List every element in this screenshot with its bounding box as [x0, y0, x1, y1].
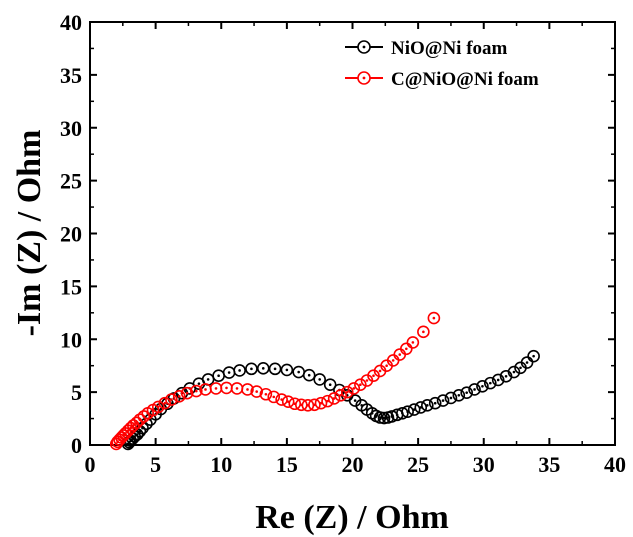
legend-item: NiO@Ni foam [345, 38, 508, 59]
data-point [259, 387, 273, 401]
y-tick-label: 15 [60, 274, 82, 299]
y-tick-label: 40 [60, 10, 82, 35]
data-point [151, 400, 165, 414]
y-tick-label: 30 [60, 116, 82, 141]
y-tick-label: 20 [60, 222, 82, 247]
y-tick-label: 25 [60, 169, 82, 194]
data-point [165, 393, 178, 406]
data-point [268, 362, 282, 376]
data-point [190, 384, 203, 398]
y-tick-label: 5 [71, 380, 82, 405]
data-point [292, 365, 305, 379]
data-point [313, 373, 326, 386]
data-point [354, 378, 367, 392]
data-point [323, 378, 337, 392]
data-point [302, 368, 316, 382]
x-tick-label: 25 [407, 452, 429, 477]
data-point [334, 388, 347, 402]
data-point [172, 390, 186, 403]
data-point [280, 363, 294, 377]
y-tick-label: 35 [60, 63, 82, 88]
data-series [109, 311, 540, 451]
data-point [347, 382, 361, 395]
data-point [327, 392, 341, 405]
data-point [406, 336, 420, 349]
data-point [468, 383, 481, 396]
data-point [256, 362, 270, 375]
data-point [241, 383, 254, 396]
x-tick-label: 20 [342, 452, 364, 477]
x-tick-label: 40 [604, 452, 626, 477]
data-point [452, 388, 466, 402]
data-point [209, 382, 223, 395]
data-point [484, 376, 497, 390]
data-point [245, 362, 258, 376]
x-tick-label: 35 [538, 452, 560, 477]
legend-item: C@NiO@Ni foam [345, 69, 539, 90]
x-tick-label: 10 [210, 452, 232, 477]
data-point [436, 394, 450, 407]
data-point [233, 364, 246, 377]
data-point [421, 399, 434, 412]
data-point [507, 365, 521, 379]
data-point [444, 391, 458, 405]
legend: NiO@Ni foam C@NiO@Ni foam [345, 38, 539, 90]
data-point [340, 385, 354, 399]
data-point [527, 349, 540, 363]
x-tick-label: 0 [85, 452, 96, 477]
data-point [222, 366, 236, 379]
x-tick-label: 15 [276, 452, 298, 477]
tick-labels: 0 5 10 15 20 25 30 35 40 0 5 10 15 20 25 30 35 40 [60, 10, 626, 477]
data-point [520, 356, 534, 369]
data-point [220, 381, 233, 395]
data-point [201, 373, 215, 386]
data-point [180, 386, 194, 400]
data-point [267, 390, 281, 404]
data-point [460, 386, 473, 399]
x-tick-label: 5 [150, 452, 161, 477]
legend-label: NiO@Ni foam [391, 38, 508, 59]
data-point [491, 373, 505, 387]
series-nio-ni-foam [121, 349, 540, 451]
data-point [230, 382, 244, 395]
series-c-nio-ni-foam [109, 311, 441, 451]
data-point [250, 385, 263, 398]
y-axis-title: -Im (Z) / Ohm [11, 130, 48, 337]
data-point [199, 383, 212, 396]
y-tick-label: 0 [71, 433, 82, 458]
data-point [158, 396, 172, 410]
legend-label: C@NiO@Ni foam [391, 69, 539, 90]
y-tick-label: 10 [60, 327, 82, 352]
data-point [427, 311, 441, 325]
data-point [212, 369, 225, 383]
x-tick-label: 30 [473, 452, 495, 477]
data-point [476, 380, 489, 393]
data-point [428, 396, 442, 410]
axis-ticks [89, 21, 616, 446]
data-point [417, 325, 430, 339]
x-axis-title: Re (Z) / Ohm [255, 499, 449, 536]
data-point [400, 342, 413, 356]
